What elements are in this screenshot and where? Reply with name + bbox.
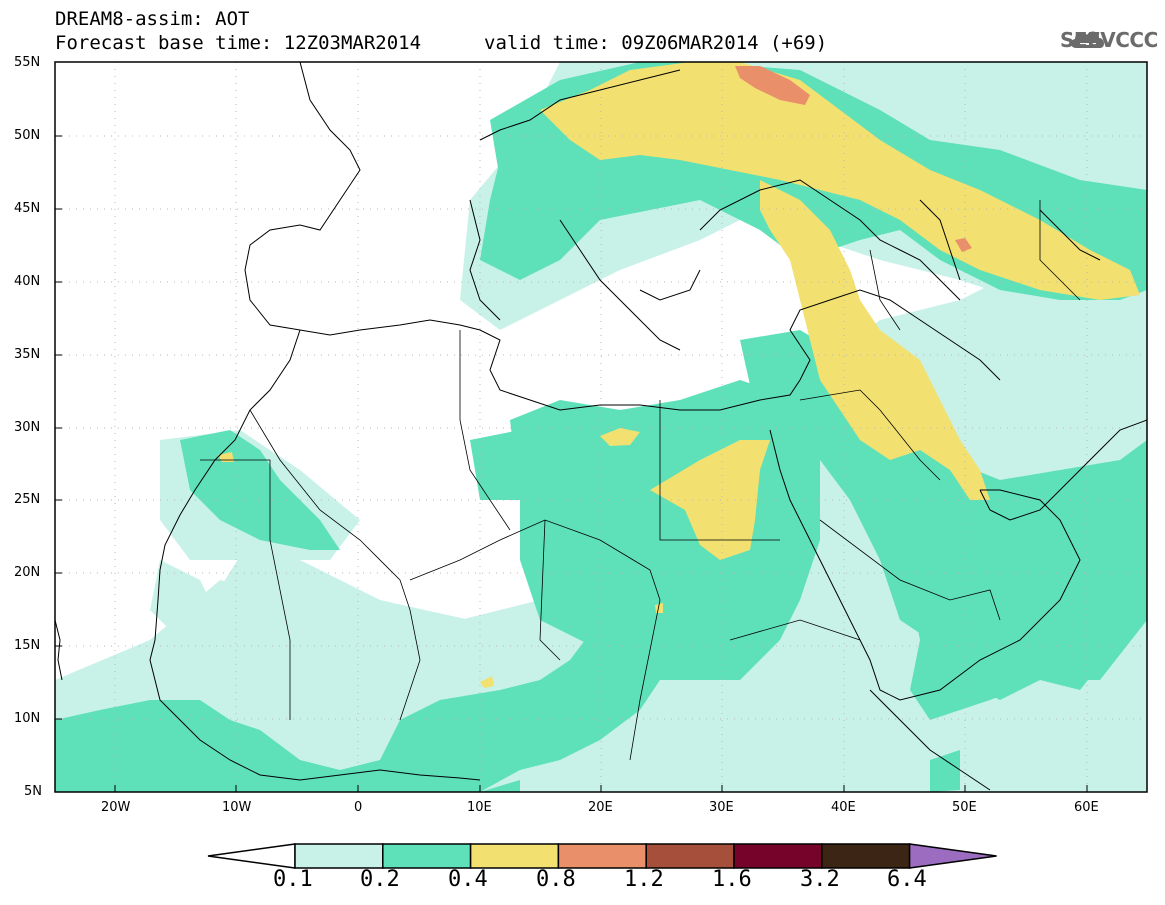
lat-label: 30N bbox=[14, 420, 41, 435]
colorbar-label: 0.4 bbox=[448, 867, 488, 892]
colorbar-label: 0.1 bbox=[273, 867, 313, 892]
map-title: DREAM8-assim: AOT bbox=[55, 8, 250, 30]
lon-label: 10W bbox=[222, 800, 252, 815]
colorbar-label: 0.2 bbox=[360, 867, 400, 892]
lon-label: 20E bbox=[588, 800, 613, 815]
lat-label: 55N bbox=[14, 55, 41, 70]
colorbar-label: 0.8 bbox=[536, 867, 576, 892]
lat-label: 10N bbox=[14, 711, 41, 726]
lon-label: 0 bbox=[354, 800, 363, 815]
lon-label: 10E bbox=[467, 800, 492, 815]
aot-field bbox=[55, 62, 1147, 792]
lat-label: 40N bbox=[14, 274, 41, 289]
lon-label: 40E bbox=[831, 800, 856, 815]
lat-label: 20N bbox=[14, 565, 41, 580]
coastlines bbox=[55, 62, 1147, 791]
lat-label: 25N bbox=[14, 492, 41, 507]
lon-label: 20W bbox=[101, 800, 131, 815]
colorbar-label: 3.2 bbox=[800, 867, 840, 892]
lon-label: 30E bbox=[709, 800, 734, 815]
lon-label: 60E bbox=[1074, 800, 1099, 815]
colorbar-label: 1.2 bbox=[624, 867, 664, 892]
forecast-base-time: Forecast base time: 12Z03MAR2014 bbox=[55, 32, 422, 54]
lon-label: 50E bbox=[952, 800, 977, 815]
lat-label: 45N bbox=[14, 201, 41, 216]
lat-label: 5N bbox=[24, 784, 42, 799]
colorbar-label: 1.6 bbox=[712, 867, 752, 892]
lat-label: 35N bbox=[14, 347, 41, 362]
country-borders bbox=[200, 200, 1081, 761]
cloud-logo-icon bbox=[1070, 31, 1105, 48]
lat-label: 15N bbox=[14, 638, 41, 653]
colorbar-label: 6.4 bbox=[887, 867, 927, 892]
lat-label: 50N bbox=[14, 128, 41, 143]
logo-text: SEEVCCC bbox=[1060, 28, 1158, 52]
valid-time: valid time: 09Z06MAR2014 (+69) bbox=[484, 32, 828, 54]
